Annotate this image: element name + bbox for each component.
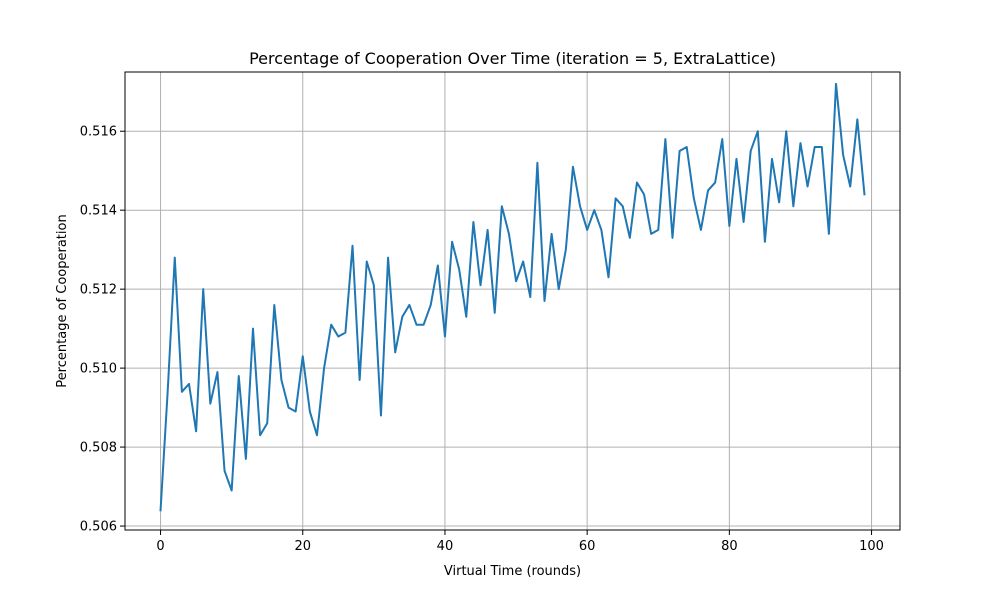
series-layer bbox=[159, 82, 866, 512]
series-line-0 bbox=[159, 82, 866, 512]
x-tick-label: 0 bbox=[156, 539, 164, 554]
y-tick-label: 0.508 bbox=[80, 441, 117, 456]
y-tick-label: 0.510 bbox=[80, 362, 117, 377]
x-axis-label: Virtual Time (rounds) bbox=[444, 564, 581, 579]
x-tick-label: 100 bbox=[859, 539, 884, 554]
y-axis-label: Percentage of Cooperation bbox=[55, 214, 70, 387]
x-tick-label: 80 bbox=[721, 539, 738, 554]
x-tick-label: 40 bbox=[437, 539, 454, 554]
plot-frame bbox=[124, 71, 901, 531]
grid-lines bbox=[125, 72, 900, 530]
x-tick-label: 60 bbox=[579, 539, 596, 554]
y-tick-label: 0.512 bbox=[80, 283, 117, 298]
y-tick-label: 0.514 bbox=[80, 204, 117, 219]
axis-ticks: 0 20 40 60 80 100 0.506 0.508 0.510 0.512 0.514 0.5… bbox=[80, 125, 884, 554]
x-tick-label: 20 bbox=[294, 539, 311, 554]
chart-title: Percentage of Cooperation Over Time (ite… bbox=[249, 49, 776, 68]
y-tick-label: 0.516 bbox=[80, 125, 117, 140]
y-tick-label: 0.506 bbox=[80, 520, 117, 535]
